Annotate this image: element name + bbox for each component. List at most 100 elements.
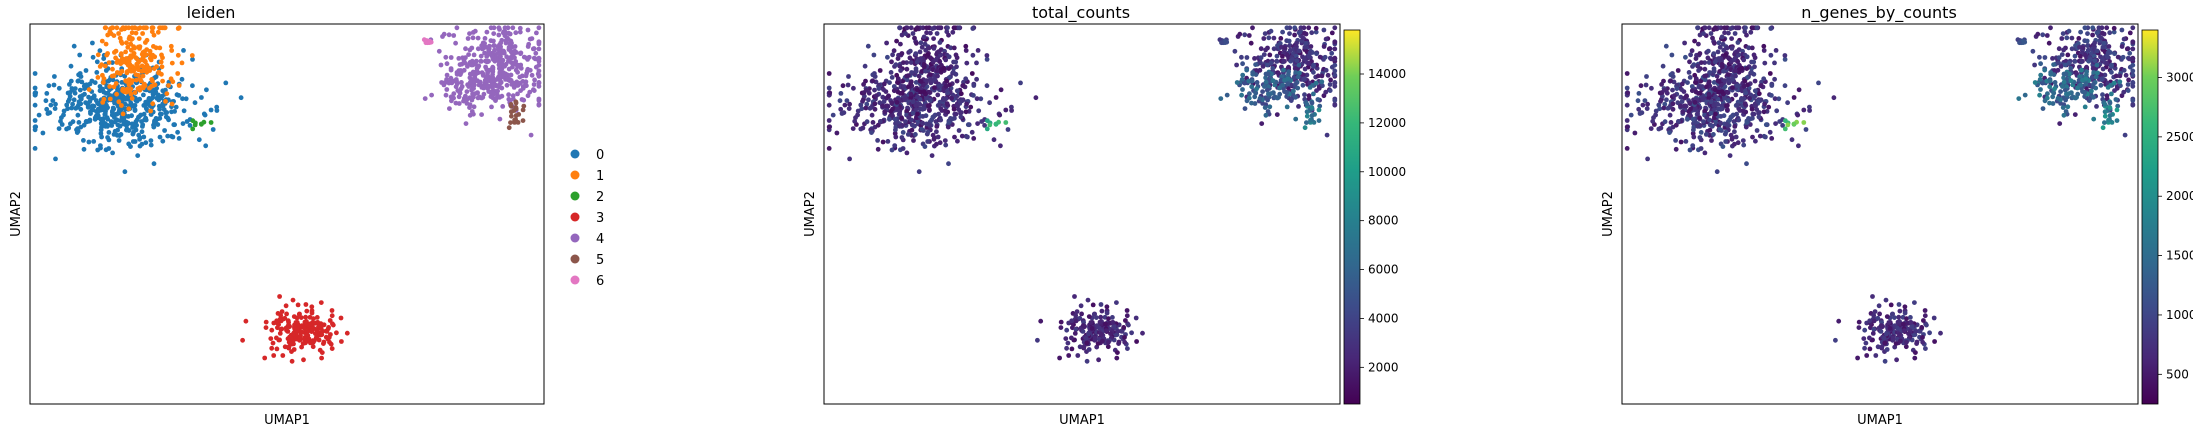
data-point <box>2079 58 2085 64</box>
data-point <box>1690 116 1696 122</box>
data-point <box>920 106 926 112</box>
data-point <box>1750 25 1756 31</box>
data-point <box>1240 87 1245 92</box>
data-point <box>1703 132 1709 137</box>
data-point <box>2084 38 2090 44</box>
data-point <box>1662 101 1668 107</box>
data-point <box>860 125 866 131</box>
data-point <box>536 39 542 45</box>
data-point <box>2032 62 2037 68</box>
data-point <box>428 39 434 45</box>
data-point <box>133 72 139 77</box>
data-point <box>1741 83 1747 89</box>
data-point <box>1912 300 1917 305</box>
data-point <box>1304 102 1310 107</box>
data-point <box>223 80 229 86</box>
data-point <box>190 118 196 124</box>
data-point <box>180 121 186 126</box>
data-point <box>1065 340 1071 346</box>
data-point <box>1658 125 1664 131</box>
data-point <box>304 338 310 344</box>
data-point <box>915 94 920 99</box>
data-point <box>270 340 276 346</box>
data-point <box>886 94 891 99</box>
data-point <box>515 91 520 97</box>
data-point <box>1744 66 1750 71</box>
data-point <box>509 113 514 119</box>
data-point <box>1268 91 1274 96</box>
data-point <box>422 96 428 101</box>
data-point <box>456 56 462 61</box>
data-point <box>140 68 146 74</box>
data-point <box>1782 53 1788 58</box>
data-point <box>2065 104 2071 110</box>
data-point <box>190 57 195 62</box>
data-point <box>1699 60 1704 65</box>
data-point <box>490 65 496 71</box>
data-point <box>436 48 442 54</box>
scatter-points <box>1624 25 2136 364</box>
data-point <box>465 36 471 41</box>
data-point <box>1695 25 1700 31</box>
data-point <box>1637 111 1643 116</box>
data-point <box>954 55 960 61</box>
data-point <box>1224 92 1230 98</box>
data-point <box>905 73 911 79</box>
data-point <box>1892 344 1898 350</box>
data-point <box>1307 50 1313 56</box>
data-point <box>132 45 137 51</box>
data-point <box>1271 35 1277 41</box>
data-point <box>1897 308 1903 314</box>
data-point <box>1712 87 1718 93</box>
data-point <box>1295 74 1301 80</box>
data-point <box>86 139 92 145</box>
data-point <box>1133 315 1139 321</box>
data-point <box>108 31 114 36</box>
data-point <box>523 73 529 79</box>
legend-label: 5 <box>596 253 604 268</box>
data-point <box>1698 78 1704 84</box>
data-point <box>510 25 516 31</box>
data-point <box>1688 106 1693 112</box>
data-point <box>963 48 969 53</box>
data-point <box>1069 346 1075 352</box>
data-point <box>1232 48 1238 54</box>
data-point <box>1751 59 1757 65</box>
data-point <box>2104 61 2110 66</box>
data-point <box>102 111 108 117</box>
data-point <box>536 83 542 89</box>
data-point <box>79 93 85 99</box>
data-point <box>855 112 860 118</box>
data-point <box>1861 336 1867 341</box>
data-point <box>509 109 515 114</box>
data-point <box>1739 65 1745 71</box>
data-point <box>192 122 198 128</box>
data-point <box>1687 100 1693 106</box>
plot-frame <box>823 23 1341 405</box>
data-point <box>1084 340 1090 346</box>
data-point <box>1921 318 1926 323</box>
data-point <box>869 130 874 136</box>
data-point <box>1263 79 1269 85</box>
data-point <box>892 143 898 149</box>
data-point <box>500 62 506 68</box>
data-point <box>2066 60 2072 66</box>
data-point <box>891 88 897 94</box>
data-point <box>2047 78 2053 84</box>
data-point <box>923 68 928 74</box>
data-point <box>66 125 72 131</box>
data-point <box>176 93 182 98</box>
data-point <box>1731 57 1737 63</box>
data-point <box>105 51 110 56</box>
data-point <box>1732 68 1738 74</box>
data-point <box>1938 330 1943 336</box>
data-point <box>475 46 481 52</box>
data-point <box>137 46 142 51</box>
data-point <box>490 72 495 77</box>
data-point <box>1718 120 1723 126</box>
data-point <box>519 97 525 102</box>
data-point <box>65 106 70 112</box>
data-point <box>866 90 872 96</box>
data-point <box>864 101 870 107</box>
